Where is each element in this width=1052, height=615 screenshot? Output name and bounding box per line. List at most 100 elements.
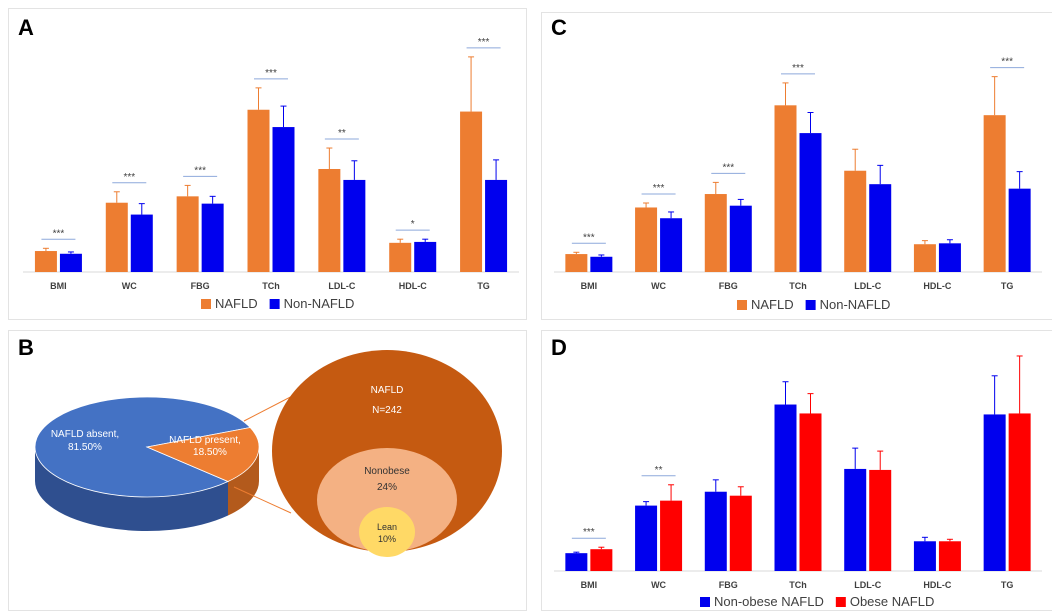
legend-label: NAFLD <box>215 296 258 311</box>
bar <box>414 241 437 272</box>
category-label: TCh <box>262 281 280 291</box>
significance-label: * <box>411 219 415 230</box>
bar <box>176 196 199 272</box>
legend-label: NAFLD <box>751 297 794 312</box>
legend-label: Non-NAFLD <box>820 297 891 312</box>
bar <box>729 495 752 571</box>
chart-d: *** BMI ** WC FBG TCh LDL-C HDL-C TG Non-obese NA… <box>554 355 1042 609</box>
bar <box>485 179 508 272</box>
bar <box>799 133 822 272</box>
bar <box>460 111 483 272</box>
bar <box>389 242 412 272</box>
category-label: FBG <box>191 281 210 291</box>
panel-d: *** BMI ** WC FBG TCh LDL-C HDL-C TG Non-obese NA… <box>541 330 1052 611</box>
pie-slice-absent <box>34 396 251 498</box>
bar <box>869 469 892 571</box>
legend-swatch <box>201 299 211 309</box>
significance-label: *** <box>653 183 665 194</box>
significance-label: ** <box>338 128 346 139</box>
significance-label: *** <box>583 527 595 538</box>
bar <box>913 244 936 272</box>
breakdown-middle-subtitle: 24% <box>377 482 397 493</box>
category-label: LDL-C <box>854 281 881 291</box>
pie-side-orange <box>227 447 259 516</box>
category-label: WC <box>651 281 666 291</box>
circle-lean <box>359 507 415 557</box>
bar <box>635 505 658 571</box>
chart-a: *** BMI *** WC *** FBG *** TCh ** LDL-C * HDL-C *** T… <box>23 37 519 311</box>
legend-label: Non-obese NAFLD <box>714 594 824 609</box>
bar <box>844 170 867 272</box>
bar <box>590 549 613 571</box>
panel-c: *** BMI *** WC *** FBG *** TCh LDL-C HDL-C *** TG NA… <box>541 12 1052 320</box>
category-label: HDL-C <box>399 281 427 291</box>
bar <box>774 105 797 272</box>
bar <box>343 179 366 272</box>
bar <box>1008 413 1031 571</box>
category-label: BMI <box>581 580 598 590</box>
category-label: HDL-C <box>923 281 951 291</box>
bar <box>590 256 613 272</box>
panel-letter-d: D <box>551 335 567 360</box>
bar <box>247 109 270 272</box>
bar <box>565 254 588 272</box>
legend-label: Obese NAFLD <box>850 594 935 609</box>
circle-nonobese <box>317 448 457 552</box>
category-label: LDL-C <box>328 281 355 291</box>
category-label: WC <box>122 281 137 291</box>
pie-label-absent: NAFLD absent, <box>51 429 119 440</box>
legend-swatch <box>835 597 846 607</box>
legend-swatch <box>737 300 747 310</box>
significance-label: *** <box>722 162 734 173</box>
panel-letter-b: B <box>18 335 34 360</box>
bar <box>34 251 57 272</box>
breakdown-inner-subtitle: 10% <box>378 534 396 544</box>
bar <box>130 214 153 272</box>
panel-a: *** BMI *** WC *** FBG *** TCh ** LDL-C * HDL-C *** T… <box>8 8 527 320</box>
bar <box>938 243 961 272</box>
category-label: TCh <box>789 281 807 291</box>
pie-slice-present <box>145 427 260 482</box>
bar <box>983 414 1006 571</box>
category-label: TG <box>477 281 490 291</box>
panel-b: NAFLD absent, 81.50% NAFLD present, 18.50% N… <box>8 330 527 611</box>
category-label: HDL-C <box>923 580 951 590</box>
category-label: LDL-C <box>854 580 881 590</box>
significance-label: *** <box>194 165 206 176</box>
significance-label: *** <box>265 68 277 79</box>
category-label: TG <box>1001 580 1014 590</box>
bar <box>660 218 683 272</box>
bar <box>774 404 797 571</box>
significance-label: *** <box>123 172 135 183</box>
breakdown-inner-title: Lean <box>377 522 397 532</box>
bar <box>105 202 128 272</box>
bar <box>799 413 822 571</box>
legend-swatch <box>700 597 710 607</box>
pie-label-present: NAFLD present, <box>169 435 241 446</box>
significance-label: *** <box>792 63 804 74</box>
breakdown-middle-title: Nonobese <box>364 466 410 477</box>
breakdown-outer-title: NAFLD <box>371 385 404 396</box>
bar <box>913 541 936 571</box>
bar <box>729 205 752 272</box>
bar <box>59 253 82 272</box>
legend-label: Non-NAFLD <box>284 296 355 311</box>
pie-side-blue <box>35 447 228 531</box>
category-label: TCh <box>789 580 807 590</box>
bar <box>983 115 1006 272</box>
panel-letter-a: A <box>18 15 34 40</box>
bar <box>938 541 961 571</box>
bar <box>869 184 892 272</box>
category-label: FBG <box>719 281 738 291</box>
significance-label: *** <box>583 232 595 243</box>
chart-b: NAFLD absent, 81.50% NAFLD present,18.50% N… <box>34 350 502 557</box>
significance-label: *** <box>53 228 65 239</box>
significance-label: *** <box>1001 57 1013 68</box>
bar <box>635 207 658 272</box>
category-label: BMI <box>50 281 67 291</box>
pie-percent-present: 18.50% <box>193 447 227 458</box>
bar <box>201 203 224 272</box>
category-label: TG <box>1001 281 1014 291</box>
significance-label: *** <box>478 37 490 48</box>
bar <box>272 127 295 272</box>
